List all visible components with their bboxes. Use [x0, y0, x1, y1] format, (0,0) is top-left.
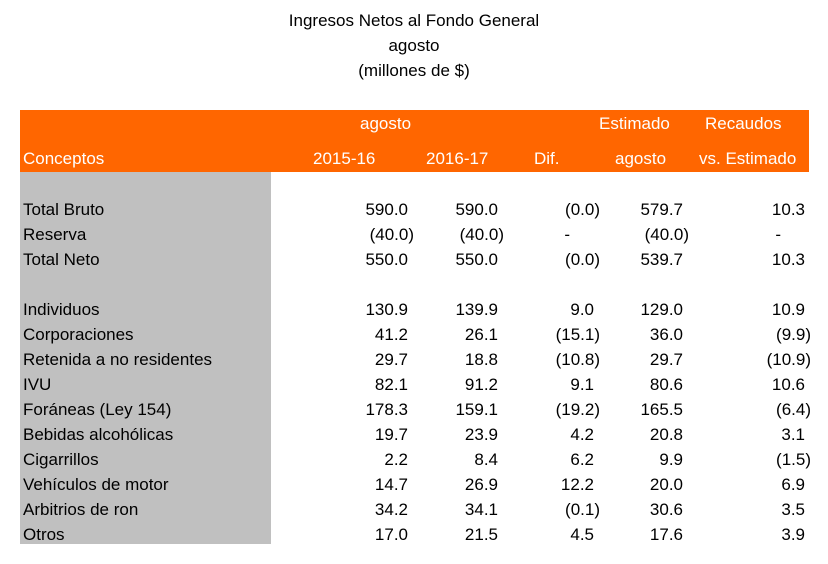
vs-estimado-cell: (1.5): [776, 450, 811, 469]
difference-cell: 12.2: [560, 475, 594, 494]
vs-estimado-cell: 3.9: [781, 525, 805, 544]
value-2015-16-cell: 2.2: [384, 450, 408, 469]
header-recaudos: Recaudos: [705, 114, 782, 133]
value-2015-16-cell: 550.0: [365, 250, 408, 269]
estimado-cell: 20.0: [649, 475, 683, 494]
estimado-cell: 17.6: [649, 525, 683, 544]
concepto-cell: Retenida a no residentes: [23, 350, 213, 369]
value-2015-16-cell: 29.7: [374, 350, 408, 369]
header-2016-17: 2016-17: [426, 149, 489, 168]
vs-estimado-cell: 10.9: [771, 300, 805, 319]
estimado-cell: (40.0): [644, 225, 689, 244]
value-2015-16-cell: 19.7: [374, 425, 408, 444]
value-2015-16-cell: 34.2: [374, 500, 408, 519]
header-group-agosto: agosto: [360, 114, 412, 133]
header-estimado: Estimado: [599, 114, 670, 133]
estimado-cell: 29.7: [649, 350, 683, 369]
header-vs-estimado: vs. Estimado: [699, 149, 797, 168]
difference-cell: 4.5: [570, 525, 594, 544]
difference-cell: (0.1): [565, 500, 600, 519]
value-2015-16-cell: 14.7: [374, 475, 408, 494]
estimado-cell: 539.7: [640, 250, 683, 269]
value-2016-17-cell: 23.9: [464, 425, 498, 444]
value-2015-16-cell: 82.1: [374, 375, 408, 394]
value-2015-16-cell: 41.2: [374, 325, 408, 344]
vs-estimado-cell: 10.6: [771, 375, 805, 394]
vs-estimado-cell: 3.5: [781, 500, 805, 519]
vs-estimado-cell: (6.4): [776, 400, 811, 419]
vs-estimado-cell: (9.9): [776, 325, 811, 344]
vs-estimado-cell: 3.1: [781, 425, 805, 444]
value-2015-16-cell: 130.9: [365, 300, 408, 319]
vs-estimado-cell: -: [775, 225, 781, 244]
table-header-band: [20, 110, 809, 172]
title-line-3: (millones de $): [358, 61, 470, 80]
title-line-2: agosto: [388, 36, 440, 55]
estimado-cell: 30.6: [649, 500, 683, 519]
header-dif: Dif.: [534, 149, 560, 168]
difference-cell: (0.0): [565, 250, 600, 269]
value-2016-17-cell: 26.9: [464, 475, 498, 494]
value-2015-16-cell: 590.0: [365, 200, 408, 219]
estimado-cell: 165.5: [640, 400, 683, 419]
value-2016-17-cell: 34.1: [464, 500, 498, 519]
estimado-cell: 9.9: [659, 450, 683, 469]
value-2015-16-cell: 178.3: [365, 400, 408, 419]
difference-cell: -: [564, 225, 570, 244]
header-estimado-agosto: agosto: [615, 149, 667, 168]
estimado-cell: 20.8: [649, 425, 683, 444]
value-2015-16-cell: 17.0: [374, 525, 408, 544]
concepto-cell: Corporaciones: [23, 325, 134, 344]
vs-estimado-cell: (10.9): [766, 350, 811, 369]
concepto-cell: IVU: [23, 375, 52, 394]
concepto-cell: Otros: [23, 525, 65, 544]
difference-cell: (10.8): [555, 350, 600, 369]
estimado-cell: 129.0: [640, 300, 683, 319]
difference-cell: 6.2: [570, 450, 594, 469]
difference-cell: (19.2): [555, 400, 600, 419]
value-2016-17-cell: 26.1: [464, 325, 498, 344]
vs-estimado-cell: 6.9: [781, 475, 805, 494]
report-title: Ingresos Netos al Fondo General agosto (…: [0, 8, 828, 83]
value-2016-17-cell: (40.0): [459, 225, 504, 244]
difference-cell: 4.2: [570, 425, 594, 444]
value-2016-17-cell: 18.8: [464, 350, 498, 369]
value-2016-17-cell: 159.1: [455, 400, 498, 419]
concepto-cell: Cigarrillos: [23, 450, 99, 469]
estimado-cell: 579.7: [640, 200, 683, 219]
concepto-cell: Total Bruto: [23, 200, 105, 219]
value-2016-17-cell: 21.5: [464, 525, 498, 544]
difference-cell: 9.1: [570, 375, 594, 394]
estimado-cell: 36.0: [649, 325, 683, 344]
concept-column-band: [20, 172, 271, 544]
concepto-cell: Vehículos de motor: [23, 475, 169, 494]
difference-cell: 9.0: [570, 300, 594, 319]
value-2016-17-cell: 590.0: [455, 200, 498, 219]
header-conceptos: Conceptos: [23, 149, 105, 168]
value-2016-17-cell: 91.2: [464, 375, 498, 394]
concepto-cell: Reserva: [23, 225, 87, 244]
estimado-cell: 80.6: [649, 375, 683, 394]
value-2015-16-cell: (40.0): [369, 225, 414, 244]
vs-estimado-cell: 10.3: [771, 250, 805, 269]
concepto-cell: Foráneas (Ley 154): [23, 400, 172, 419]
value-2016-17-cell: 8.4: [474, 450, 498, 469]
vs-estimado-cell: 10.3: [771, 200, 805, 219]
title-line-1: Ingresos Netos al Fondo General: [288, 11, 540, 30]
difference-cell: (15.1): [555, 325, 600, 344]
concepto-cell: Bebidas alcohólicas: [23, 425, 174, 444]
concepto-cell: Total Neto: [23, 250, 100, 269]
header-2015-16: 2015-16: [313, 149, 376, 168]
difference-cell: (0.0): [565, 200, 600, 219]
concepto-cell: Individuos: [23, 300, 100, 319]
value-2016-17-cell: 550.0: [455, 250, 498, 269]
concepto-cell: Arbitrios de ron: [23, 500, 139, 519]
value-2016-17-cell: 139.9: [455, 300, 498, 319]
